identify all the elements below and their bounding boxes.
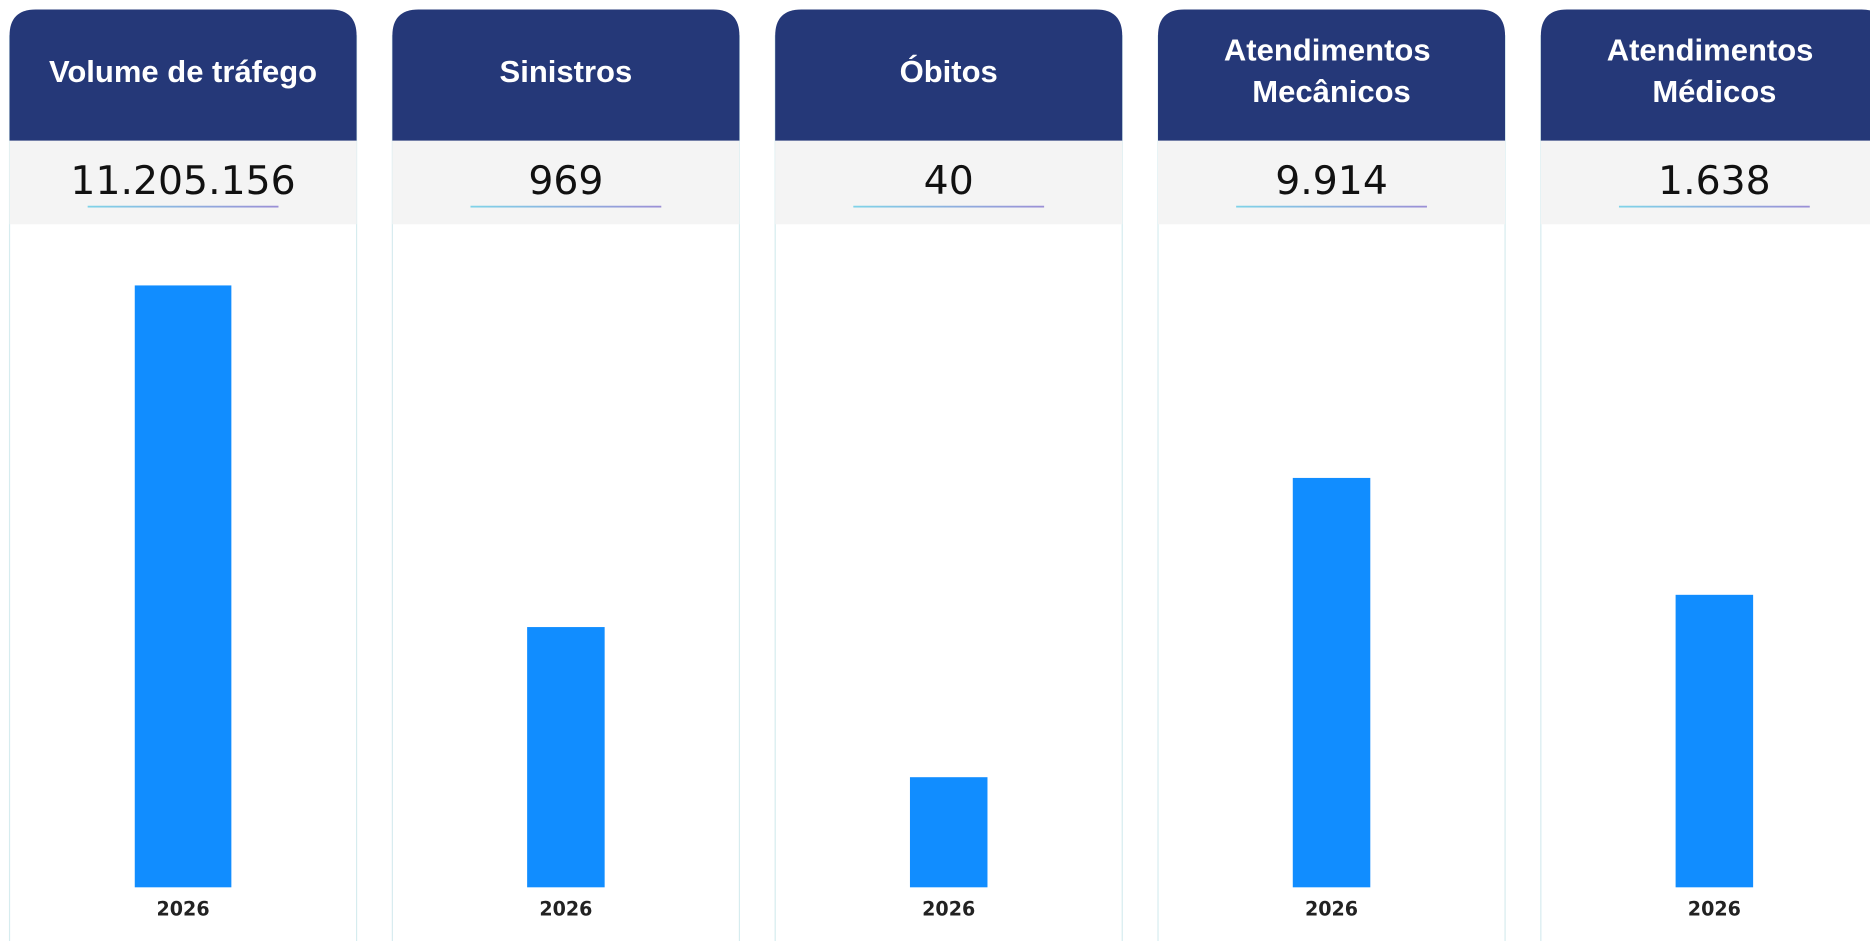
card-value: 40 [924,158,974,204]
card-value: 1.638 [1658,158,1771,204]
bar [527,627,605,888]
value-band [1158,140,1506,225]
card: Sinistros 969 2026 [391,9,741,941]
card: Atendimentos Médicos 1.638 2026 [1540,9,1870,941]
card-title: Atendimentos Médicos [1607,33,1822,110]
card-header [9,9,357,141]
card-title: Óbitos [900,53,998,89]
card-header [392,9,740,141]
value-underline [87,205,279,208]
bar [1292,477,1371,888]
value-band [775,140,1123,225]
value-underline [470,205,662,208]
card-value: 969 [528,158,603,204]
x-tick-label: 2026 [922,898,975,920]
card-value: 11.205.156 [70,158,295,204]
bar [134,285,232,888]
value-underline [1236,205,1427,208]
x-tick-label: 2026 [1688,898,1741,920]
card: Atendimentos Mecânicos 9.914 2026 [1157,9,1506,941]
card: Óbitos 40 2026 [774,9,1123,941]
x-tick-label: 2026 [1305,898,1358,920]
value-underline [853,205,1045,208]
value-band [392,140,740,225]
card-title: Volume de tráfego [49,54,317,89]
card: Volume de tráfego 11.205.156 2026 [8,9,358,941]
bar [1675,594,1754,888]
card-header [1540,9,1870,141]
card-header [775,9,1123,141]
value-underline [1618,205,1810,208]
card-value: 9.914 [1275,158,1388,204]
value-band [9,140,357,225]
card-title: Atendimentos Mecânicos [1224,33,1439,110]
card-title: Sinistros [500,54,633,89]
value-band [1540,140,1870,225]
bar [909,777,988,888]
card-header [1158,9,1506,141]
x-tick-label: 2026 [157,898,210,920]
x-tick-label: 2026 [539,898,592,920]
